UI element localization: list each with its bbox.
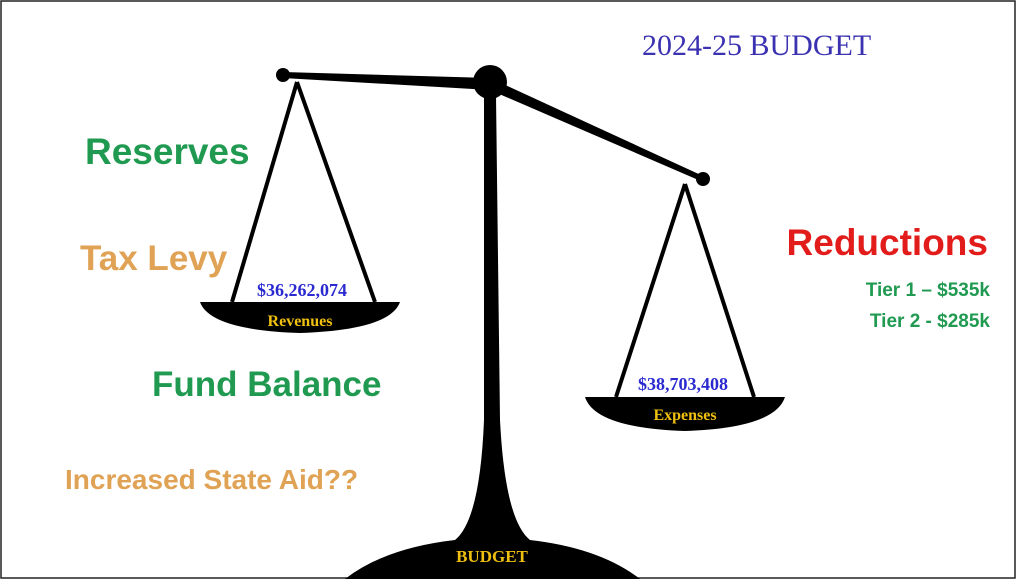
right-heading: Reductions bbox=[787, 222, 988, 263]
right-item: Tier 2 - $285k bbox=[870, 311, 991, 332]
pan-amount: $38,703,408 bbox=[638, 374, 728, 394]
pan bbox=[585, 397, 785, 431]
title: 2024-25 BUDGET bbox=[642, 29, 871, 62]
scale bbox=[200, 65, 785, 579]
string bbox=[295, 81, 377, 303]
pan-amount: $36,262,074 bbox=[257, 280, 347, 300]
left-label: Increased State Aid?? bbox=[65, 464, 358, 495]
pan-label: Expenses bbox=[653, 407, 716, 424]
pivot bbox=[473, 65, 507, 99]
string bbox=[230, 81, 299, 303]
string bbox=[614, 183, 687, 398]
left-label: Fund Balance bbox=[152, 365, 381, 404]
pole bbox=[345, 95, 640, 579]
right-item: Tier 1 – $535k bbox=[866, 280, 991, 301]
pan bbox=[200, 302, 400, 333]
left-label: Reserves bbox=[85, 131, 250, 172]
left-label: Tax Levy bbox=[80, 239, 228, 278]
pan-label: Revenues bbox=[268, 313, 333, 330]
base-label: BUDGET bbox=[456, 547, 528, 566]
beam-end bbox=[276, 68, 290, 82]
beam-end bbox=[696, 172, 710, 186]
string bbox=[683, 183, 756, 398]
